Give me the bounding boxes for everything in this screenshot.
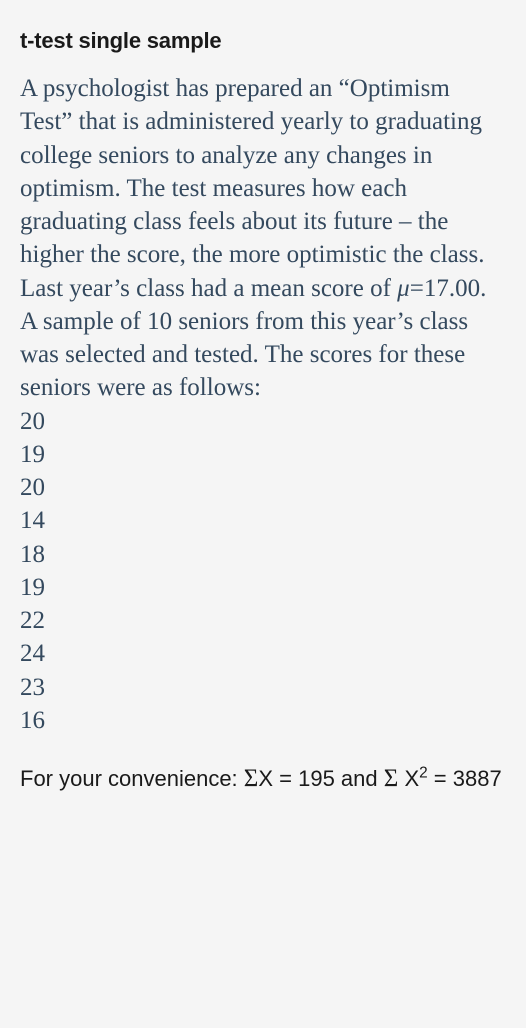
sum-x-value: 195 [298,766,335,791]
and-text: and [335,766,384,791]
data-value: 20 [20,405,506,438]
x2-label-x: X [404,766,419,791]
sigma-symbol-2: Σ [384,765,399,792]
footer-prefix: For your convenience: [20,766,244,791]
data-value: 20 [20,471,506,504]
page-title: t-test single sample [20,28,506,54]
intro-text-part1: A psychologist has prepared an “Optimism… [20,75,484,302]
problem-description: A psychologist has prepared an “Optimism… [20,72,506,405]
data-values-list: 20 19 20 14 18 19 22 24 23 16 [20,405,506,738]
data-value: 19 [20,571,506,604]
x2-eq: = [428,766,453,791]
summary-statistics: For your convenience: ΣX = 195 and Σ X2 … [20,761,506,796]
sigma-symbol: Σ [244,765,259,792]
x2-superscript: 2 [419,765,428,782]
sum-x2-value: 3887 [453,766,502,791]
data-value: 18 [20,538,506,571]
data-value: 22 [20,604,506,637]
data-value: 19 [20,438,506,471]
data-value: 14 [20,504,506,537]
data-value: 16 [20,704,506,737]
mu-symbol: μ [397,275,410,302]
x-label: X = [258,766,298,791]
data-value: 24 [20,637,506,670]
data-value: 23 [20,671,506,704]
